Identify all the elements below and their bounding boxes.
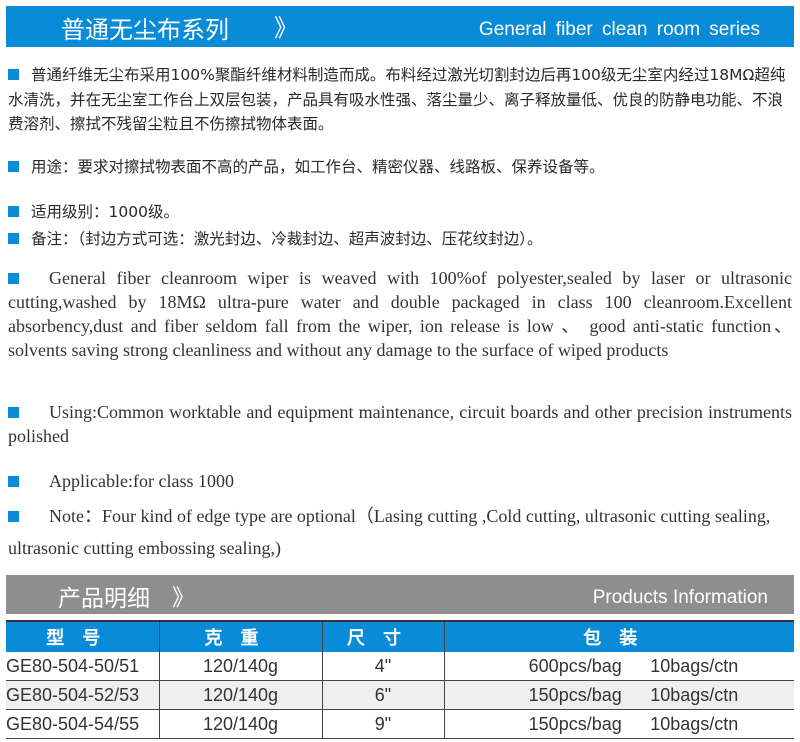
en-description: General fiber cleanroom wiper is weaved … [8, 268, 792, 360]
table-row: GE80-504-54/55 120/140g 9" 150pcs/bag 10b… [6, 709, 794, 739]
bullet-square-icon [8, 476, 19, 487]
chevron-icon: 》 [274, 14, 298, 42]
bullet-square-icon [8, 511, 19, 522]
bullet-square-icon [8, 206, 19, 217]
products-table: 型号 克重 尺寸 包装 GE80-504-50/51 120/140g 4" 6… [6, 620, 794, 739]
bullet-square-icon [8, 161, 19, 172]
cn-class: 适用级别：1000级。 [8, 200, 792, 225]
series-title-en: General fiber clean room series [478, 19, 760, 40]
table-row: GE80-504-50/51 120/140g 4" 600pcs/bag 10b… [6, 652, 794, 681]
col-packing: 包装 [444, 620, 794, 652]
table-row: GE80-504-52/53 120/140g 6" 150pcs/bag 10b… [6, 680, 794, 710]
cn-note: 备注：（封边方式可选：激光封边、冷裁封边、超声波封边、压花纹封边）。 [8, 227, 792, 252]
col-size: 尺寸 [322, 620, 445, 652]
series-header: 普通无尘布系列 》 General fiber clean room serie… [6, 6, 794, 47]
products-title-en: Products Information [592, 587, 768, 608]
series-title-cn: 普通无尘布系列 [61, 16, 229, 44]
chevron-icon: 》 [172, 585, 195, 611]
en-class: Applicable:for class 1000 [8, 469, 792, 493]
bullet-square-icon [8, 273, 19, 284]
col-model: 型号 [6, 620, 160, 652]
table-header-row: 型号 克重 尺寸 包装 [6, 620, 794, 652]
bullet-square-icon [8, 233, 19, 244]
en-usage: Using:Common worktable and equipment mai… [8, 402, 792, 446]
products-header: 产品明细 》 Products Information [6, 575, 794, 614]
en-note: Note：Four kind of edge type are optional… [8, 506, 771, 558]
cn-description: 普通纤维无尘布采用100%聚酯纤维材料制造而成。布料经过激光切割封边后再100级… [8, 66, 786, 133]
bullet-square-icon [8, 69, 19, 80]
col-weight: 克重 [159, 620, 323, 652]
cn-usage: 用途：要求对擦拭物表面不高的产品，如工作台、精密仪器、线路板、保养设备等。 [8, 155, 792, 180]
bullet-square-icon [8, 407, 19, 418]
products-title-cn: 产品明细 [58, 586, 150, 612]
